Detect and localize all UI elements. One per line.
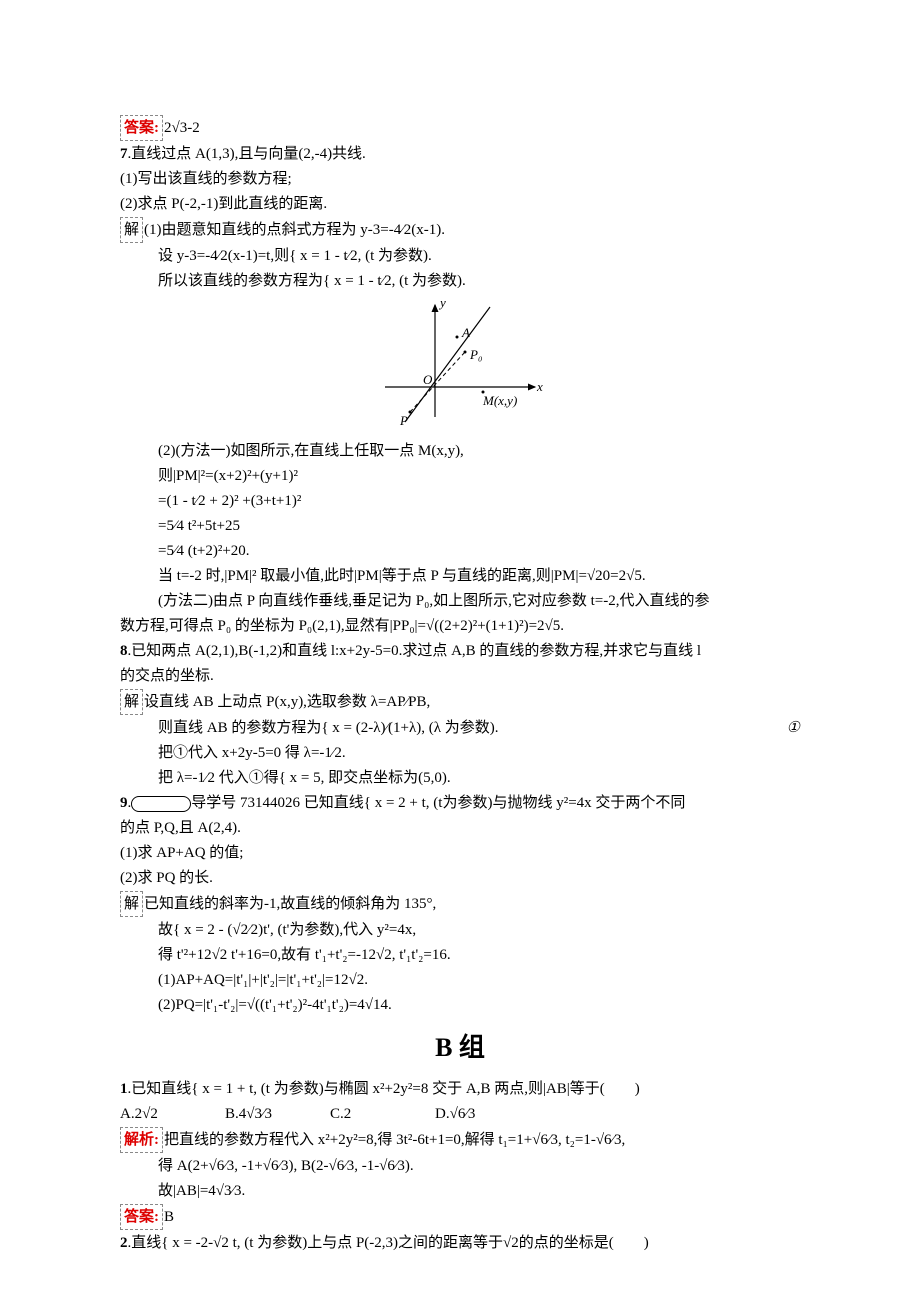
coordinate-diagram: y x O A P₀ P M(x,y) [365,297,555,427]
q8-stem-2: 的交点的坐标. [120,664,800,688]
b-q1-answer: B [164,1209,174,1225]
q9-part1: (1)求 AP+AQ 的值; [120,841,800,865]
q7-m2-b: 则|PM|²=(x+2)²+(y+1)² [120,464,800,488]
q7-part2: (2)求点 P(-2,-1)到此直线的距离. [120,192,800,216]
q9-stem-2: 的点 P,Q,且 A(2,4). [120,816,800,840]
q8-sol-4: 把 λ=-1⁄2 代入①得{ x = 5, 即交点坐标为(5,0). [120,766,800,790]
q9-sol-5: (2)PQ=|t'₁-t'₂|=√((t'₁+t'₂)²-4t'₁t'₂)=4√… [120,993,800,1017]
q7-part1: (1)写出该直线的参数方程; [120,167,800,191]
q8-sol-1: 解设直线 AB 上动点 P(x,y),选取参数 λ=AP⁄PB, [120,689,800,715]
b-q2-stem: 2.直线{ x = -2-√2 t, (t 为参数)上与点 P(-2,3)之间的… [120,1231,800,1255]
oval-blank [131,796,191,812]
b-q1-number: 1 [120,1081,128,1097]
q7-number: 7 [120,146,128,162]
solution-label: 解 [120,217,143,243]
opt-a: A.2√2 [120,1102,225,1126]
opt-d: D.√6⁄3 [435,1102,540,1126]
q8-number: 8 [120,643,128,659]
q9-part2: (2)求 PQ 的长. [120,866,800,890]
q8-sol-2: 则直线 AB 的参数方程为{ x = (2-λ)⁄(1+λ), (λ 为参数).… [120,716,800,740]
solution-label: 解 [120,689,143,715]
b-q1-ana-3: 故|AB|=4√3⁄3. [120,1179,800,1203]
svg-text:M(x,y): M(x,y) [482,393,517,408]
q7-sol-line2: 设 y-3=-4⁄2(x-1)=t,则{ x = 1 - t⁄2, (t 为参数… [120,244,800,268]
b-q2-number: 2 [120,1235,128,1251]
ans6-value: 2√3-2 [164,120,200,136]
q8-sol-3: 把①代入 x+2y-5=0 得 λ=-1⁄2. [120,741,800,765]
b-q1-options: A.2√2 B.4√3⁄3 C.2 D.√6⁄3 [120,1102,800,1126]
q9-stem-1: 9.导学号 73144026 已知直线{ x = 2 + t, (t为参数)与抛… [120,791,800,815]
analysis-label: 解析: [120,1127,163,1153]
ans6-row: 答案:2√3-2 [120,115,800,141]
answer-label: 答案: [120,1204,163,1230]
svg-text:O: O [423,372,433,387]
q7-m2-d: =5⁄4 t²+5t+25 [120,514,800,538]
svg-text:A: A [461,325,470,340]
section-b-title: B 组 [120,1027,800,1069]
q7-stem: 7.直线过点 A(1,3),且与向量(2,-4)共线. [120,142,800,166]
circled-one: ① [787,716,800,740]
q7-figure: y x O A P₀ P M(x,y) [120,297,800,435]
q9-number: 9 [120,795,128,811]
answer-label: 答案: [120,115,163,141]
b-q1-ans-row: 答案:B [120,1204,800,1230]
q9-sol-2: 故{ x = 2 - (√2⁄2)t', (t'为参数),代入 y²=4x, [120,918,800,942]
q7-m2-h: 数方程,可得点 P₀ 的坐标为 P₀(2,1),显然有|PP₀|=√((2+2)… [120,614,800,638]
b-q1-ana-1: 解析:把直线的参数方程代入 x²+2y²=8,得 3t²-6t+1=0,解得 t… [120,1127,800,1153]
svg-text:y: y [438,297,446,310]
opt-c: C.2 [330,1102,435,1126]
b-q1-ana-2: 得 A(2+√6⁄3, -1+√6⁄3), B(2-√6⁄3, -1-√6⁄3)… [120,1154,800,1178]
svg-text:P₀: P₀ [469,347,482,362]
solution-label: 解 [120,891,143,917]
q9-sol-1: 解已知直线的斜率为-1,故直线的倾斜角为 135°, [120,891,800,917]
q7-sol-line3: 所以该直线的参数方程为{ x = 1 - t⁄2, (t 为参数). [120,269,800,293]
b-q1-stem: 1.已知直线{ x = 1 + t, (t 为参数)与椭圆 x²+2y²=8 交… [120,1077,800,1101]
q7-m2-g: (方法二)由点 P 向直线作垂线,垂足记为 P₀,如上图所示,它对应参数 t=-… [120,589,800,613]
q7-m2-c: =(1 - t⁄2 + 2)² +(3+t+1)² [120,489,800,513]
opt-b: B.4√3⁄3 [225,1102,330,1126]
svg-text:x: x [536,379,543,394]
q9-sol-3: 得 t'²+12√2 t'+16=0,故有 t'₁+t'₂=-12√2, t'₁… [120,943,800,967]
q7-m2-f: 当 t=-2 时,|PM|² 取最小值,此时|PM|等于点 P 与直线的距离,则… [120,564,800,588]
q7-sol-line1: 解(1)由题意知直线的点斜式方程为 y-3=-4⁄2(x-1). [120,217,800,243]
q7-m2-e: =5⁄4 (t+2)²+20. [120,539,800,563]
q8-stem-1: 8.已知两点 A(2,1),B(-1,2)和直线 l:x+2y-5=0.求过点 … [120,639,800,663]
q7-m2-a: (2)(方法一)如图所示,在直线上任取一点 M(x,y), [120,439,800,463]
svg-text:P: P [399,413,408,427]
q9-sol-4: (1)AP+AQ=|t'₁|+|t'₂|=|t'₁+t'₂|=12√2. [120,968,800,992]
